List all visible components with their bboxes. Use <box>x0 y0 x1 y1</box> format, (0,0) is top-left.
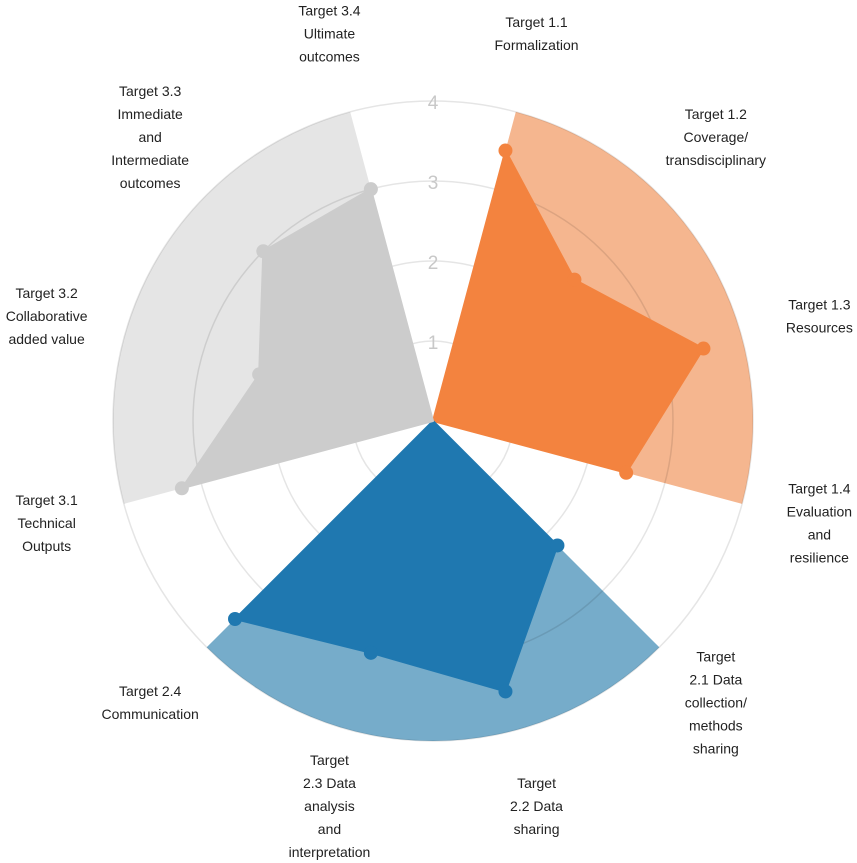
point <box>550 538 565 553</box>
area <box>432 149 705 474</box>
category-label: analysis <box>304 798 355 814</box>
category-label: Target 1.3 <box>788 297 850 313</box>
category-label: outcomes <box>120 175 181 191</box>
category-label: Formalization <box>495 37 579 53</box>
point <box>252 367 267 382</box>
r-tick-label: 2 <box>428 253 439 274</box>
category-label: Collaborative <box>6 308 88 324</box>
category-label: Target 3.1 <box>15 492 77 508</box>
category-label: Target <box>517 775 556 791</box>
area <box>180 188 434 490</box>
point <box>228 611 243 626</box>
category-label: Immediate <box>117 106 183 122</box>
category-label: outcomes <box>299 48 360 64</box>
area <box>234 420 559 693</box>
category-label: Evaluation <box>787 504 852 520</box>
category-label: Target <box>696 649 735 665</box>
category-label: Target 1.1 <box>505 14 567 30</box>
category-label: Coverage/ <box>684 129 749 145</box>
category-label: Technical <box>17 515 75 531</box>
category-label: Target <box>310 752 349 768</box>
category-label: Ultimate <box>304 25 356 41</box>
category-label: collection/ <box>685 695 747 711</box>
category-label: Resources <box>786 320 853 336</box>
r-tick-label: 3 <box>428 173 439 194</box>
point <box>619 465 634 480</box>
category-label: 2.3 Data <box>303 775 356 791</box>
category-label: Target 1.4 <box>788 481 850 497</box>
category-label: and <box>318 821 341 837</box>
category-label: Target 1.2 <box>685 106 747 122</box>
point <box>256 244 271 259</box>
category-label: sharing <box>693 741 739 757</box>
category-label: and <box>138 129 161 145</box>
category-label: sharing <box>514 821 560 837</box>
point <box>696 341 711 356</box>
category-label: Target 3.3 <box>119 83 181 99</box>
category-label: 2.1 Data <box>689 672 742 688</box>
point <box>498 143 513 158</box>
category-label: Communication <box>102 706 199 722</box>
grid-circle <box>112 100 754 742</box>
category-label: methods <box>689 718 743 734</box>
category-label: and <box>808 527 831 543</box>
point <box>363 645 378 660</box>
point <box>174 481 189 496</box>
category-label: 2.2 Data <box>510 798 563 814</box>
category-label: Outputs <box>22 538 71 554</box>
category-label: Intermediate <box>111 152 189 168</box>
category-label: added value <box>8 331 85 347</box>
r-tick-label: 4 <box>428 93 439 114</box>
category-label: interpretation <box>289 844 371 860</box>
category-label: Target 2.4 <box>119 683 181 699</box>
point <box>498 684 513 699</box>
category-label: Target 3.2 <box>15 285 77 301</box>
category-label: transdisciplinary <box>666 152 766 168</box>
category-label: resilience <box>790 550 849 566</box>
r-tick-label: 1 <box>428 333 439 354</box>
point <box>363 182 378 197</box>
category-label: Target 3.4 <box>298 2 360 18</box>
point <box>567 272 582 287</box>
